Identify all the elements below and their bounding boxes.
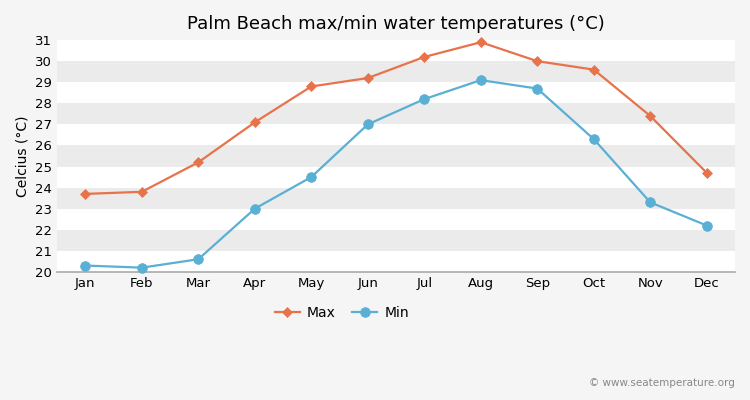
Min (532, 86, 542, 91)
Bar (57, 166, 735, 188)
Line: Max: Max (82, 38, 710, 198)
Max (137, 190, 146, 194)
Max (420, 54, 429, 59)
Max (702, 170, 711, 175)
Min (590, 137, 598, 142)
Min (194, 257, 202, 262)
Bar (57, 82, 735, 103)
Bar (57, 209, 735, 230)
Max (646, 114, 655, 118)
Line: Min: Min (80, 75, 712, 272)
Max (476, 40, 485, 45)
Bar (57, 146, 735, 166)
Max (194, 160, 202, 165)
Text: © www.seatemperature.org: © www.seatemperature.org (590, 378, 735, 388)
Bar (57, 188, 735, 209)
Min (476, 78, 485, 82)
Max (307, 84, 316, 89)
Min (81, 263, 90, 268)
Legend: Max, Min: Max, Min (269, 300, 415, 325)
Max (81, 192, 90, 196)
Max (251, 120, 260, 125)
Max (590, 67, 598, 72)
Min (363, 122, 372, 127)
Min (137, 265, 146, 270)
Max (363, 76, 372, 80)
Min (646, 200, 655, 205)
Min (420, 97, 429, 102)
Bar (57, 61, 735, 82)
Title: Palm Beach max/min water temperatures (°C): Palm Beach max/min water temperatures (°… (188, 15, 605, 33)
Bar (57, 230, 735, 251)
Bar (57, 124, 735, 146)
Max (532, 59, 542, 64)
Min (307, 175, 316, 180)
Bar (57, 251, 735, 272)
Bar (57, 40, 735, 61)
Y-axis label: Celcius (°C): Celcius (°C) (15, 115, 29, 197)
Bar (57, 103, 735, 124)
Min (702, 223, 711, 228)
Min (251, 206, 260, 211)
